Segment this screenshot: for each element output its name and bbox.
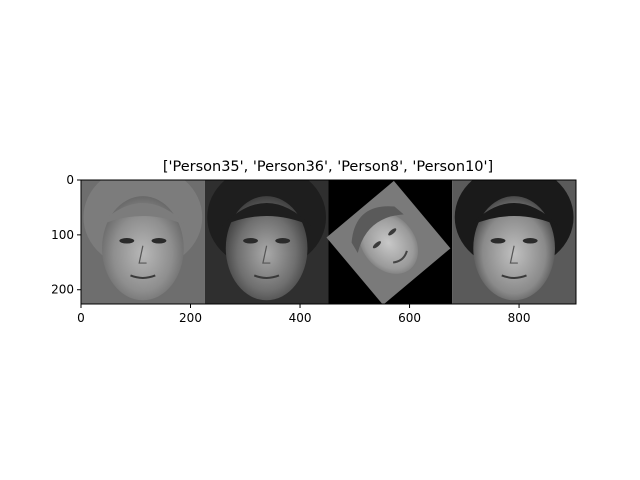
x-tick-label: 400 (289, 311, 312, 325)
face-image-person10 (452, 180, 576, 304)
face-image-person36 (204, 180, 329, 304)
face-image-person8 (326, 180, 453, 304)
face-image-person35 (81, 180, 205, 304)
x-tick-label: 600 (398, 311, 421, 325)
axes (81, 180, 576, 304)
x-tick-label: 200 (179, 311, 202, 325)
axes-frame (80, 179, 577, 305)
y-axis: 0 100 200 (51, 173, 81, 297)
x-tick-label: 0 (77, 311, 85, 325)
y-tick-label: 100 (51, 228, 74, 242)
x-axis: 0 200 400 600 800 (77, 304, 531, 325)
chart-title: ['Person35', 'Person36', 'Person8', 'Per… (163, 159, 493, 175)
y-tick-label: 0 (66, 173, 74, 187)
x-tick-label: 800 (508, 311, 531, 325)
y-tick-label: 200 (51, 283, 74, 297)
